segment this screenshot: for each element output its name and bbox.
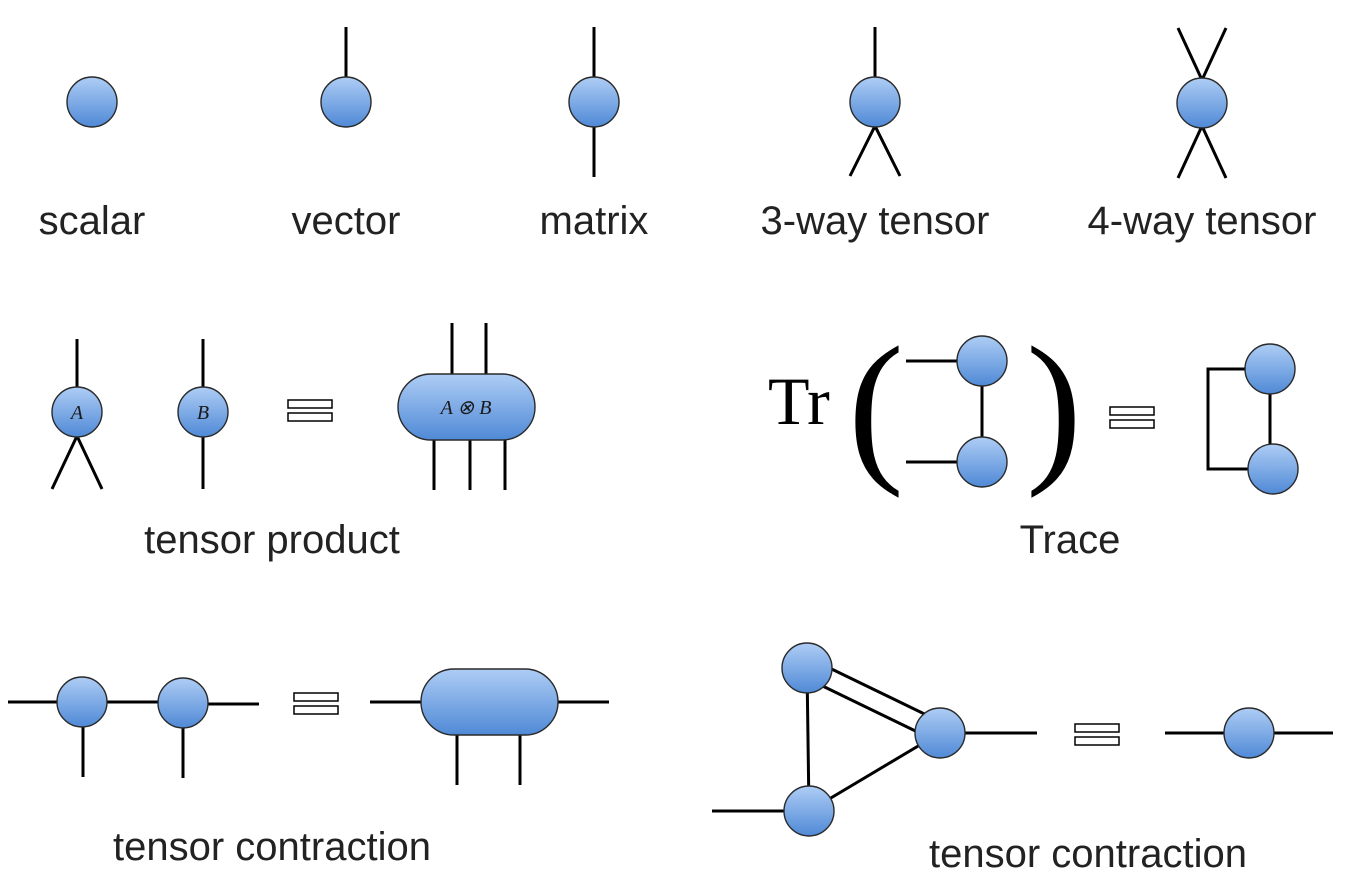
tensor-a-node xyxy=(51,386,103,438)
trace-inner-node-top xyxy=(956,335,1008,387)
contraction-right-label: tensor contraction xyxy=(929,832,1247,876)
scalar-label: scalar xyxy=(39,199,146,243)
matrix-label: matrix xyxy=(540,199,649,243)
four-way-leg-bottom-left xyxy=(1176,125,1204,179)
equals-sign-contraction-left xyxy=(293,692,339,715)
contraction-left-node-1 xyxy=(56,676,108,728)
vector-node xyxy=(320,76,372,128)
tensor-product-label: tensor product xyxy=(144,518,400,562)
three-way-leg-bottom-left xyxy=(848,125,877,177)
trace-label: Trace xyxy=(1020,518,1121,562)
a-leg-bottom-right xyxy=(75,435,104,490)
matrix-diagram xyxy=(568,27,620,177)
contraction-left-label: tensor contraction xyxy=(113,825,431,869)
tensor-product-diagram: A B A ⊗ B xyxy=(50,323,536,490)
four-way-tensor-diagram xyxy=(1176,27,1228,179)
four-way-node xyxy=(1176,77,1228,129)
tensor-ab-node xyxy=(397,373,536,441)
contraction-right-diagram xyxy=(712,642,1333,837)
scalar-diagram xyxy=(66,76,118,128)
triangle-node-right xyxy=(914,707,966,759)
trace-result-node-bottom xyxy=(1247,443,1299,495)
trace-diagram: Tr ( ) xyxy=(768,313,1299,499)
contraction-left-diagram xyxy=(8,668,609,785)
vector-diagram xyxy=(320,27,372,128)
open-paren: ( xyxy=(848,313,904,499)
four-way-leg-bottom-right xyxy=(1200,125,1228,179)
triangle-bond-double-1 xyxy=(812,658,944,725)
equals-sign-contraction-right xyxy=(1074,723,1120,746)
tensor-a-label: A xyxy=(69,402,84,424)
four-way-tensor-label: 4-way tensor xyxy=(1088,199,1317,243)
a-leg-bottom-left xyxy=(50,435,79,490)
trace-inner-node-bottom xyxy=(956,436,1008,488)
three-way-leg-bottom-right xyxy=(873,125,902,177)
contraction-left-node-2 xyxy=(157,677,209,729)
triangle-node-top xyxy=(781,642,833,694)
three-way-tensor-diagram xyxy=(848,27,902,177)
close-paren: ) xyxy=(1026,313,1082,499)
triangle-bond-double-2 xyxy=(803,675,935,742)
four-way-leg-top-right xyxy=(1200,27,1228,81)
equals-sign-product xyxy=(287,399,333,422)
tensor-b-label: B xyxy=(197,402,209,424)
triangle-node-bottom xyxy=(783,785,835,837)
contracted-node xyxy=(420,668,559,736)
equals-sign-trace xyxy=(1109,406,1155,429)
trace-result-node-top xyxy=(1244,343,1296,395)
tensor-b-node xyxy=(177,386,229,438)
vector-label: vector xyxy=(292,199,401,243)
scalar-node xyxy=(66,76,118,128)
four-way-leg-top-left xyxy=(1176,27,1204,81)
three-way-node xyxy=(849,76,901,128)
matrix-node xyxy=(568,76,620,128)
trace-loop xyxy=(1206,367,1270,471)
result-vector-node xyxy=(1223,707,1275,759)
three-way-tensor-label: 3-way tensor xyxy=(761,199,990,243)
tensor-ab-label: A ⊗ B xyxy=(439,397,492,419)
trace-operator: Tr xyxy=(768,363,830,439)
